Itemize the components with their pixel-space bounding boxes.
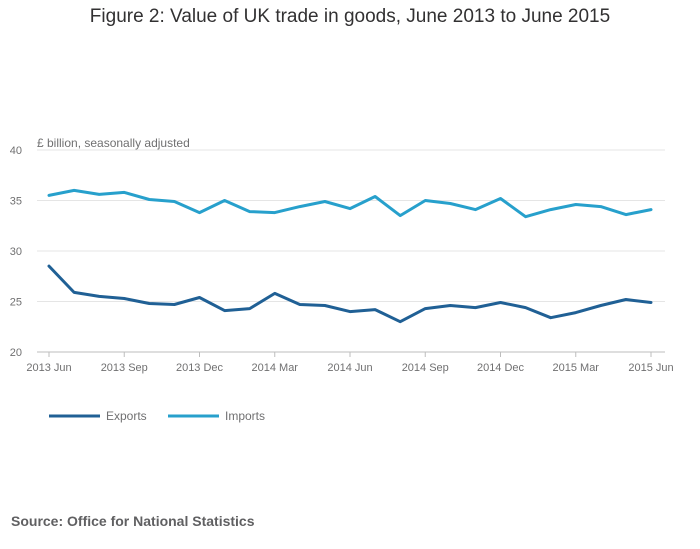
chart-title: Figure 2: Value of UK trade in goods, Ju…	[89, 6, 611, 27]
x-tick-label: 2014 Dec	[477, 362, 525, 374]
y-tick-label: 40	[10, 145, 22, 157]
x-tick-label: 2014 Jun	[327, 362, 372, 374]
x-tick-label: 2013 Sep	[101, 362, 148, 374]
x-axis: 2013 Jun 2013 Sep 2013 Dec 2014 Mar 2014 Jun…	[26, 352, 674, 374]
series-line-imports	[47, 188, 653, 219]
source-note: Source: Office for National Statistics	[11, 513, 255, 529]
x-tick-label: 2013 Jun	[26, 362, 71, 374]
y-tick-label: 35	[10, 196, 22, 208]
series	[47, 188, 653, 324]
x-tick-label: 2014 Sep	[402, 362, 449, 374]
legend: Exports Imports	[49, 409, 265, 423]
legend-label-imports: Imports	[225, 409, 265, 423]
y-tick-label: 20	[10, 347, 22, 359]
y-axis-label: £ billion, seasonally adjusted	[37, 136, 190, 150]
y-tick-label: 30	[10, 246, 22, 258]
gridlines	[37, 149, 665, 302]
x-tick-label: 2015 Mar	[553, 362, 600, 374]
y-axis: 20 25 30 35 40	[10, 145, 22, 359]
y-tick-label: 25	[10, 297, 22, 309]
legend-label-exports: Exports	[106, 409, 147, 423]
x-tick-label: 2015 Jun	[628, 362, 673, 374]
series-line-exports	[47, 264, 653, 324]
x-tick-label: 2013 Dec	[176, 362, 224, 374]
x-tick-label: 2014 Mar	[252, 362, 299, 374]
